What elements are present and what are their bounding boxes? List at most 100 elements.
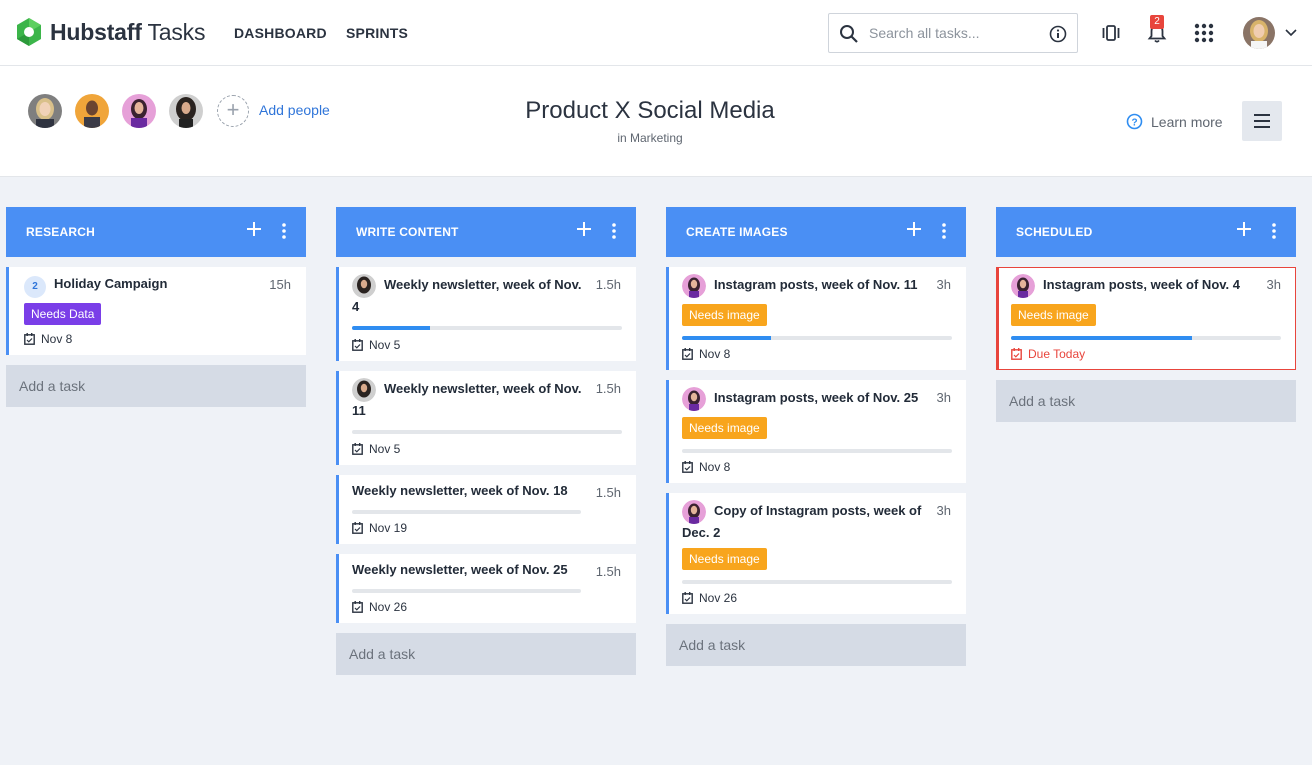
task-card-overdue[interactable]: Instagram posts, week of Nov. 4 3h Needs… xyxy=(996,267,1296,370)
svg-text:?: ? xyxy=(1131,117,1137,128)
task-progress-bar xyxy=(1011,336,1281,340)
due-date: Nov 26 xyxy=(352,600,407,614)
calendar-icon xyxy=(682,348,693,360)
task-title: Weekly newsletter, week of Nov. xyxy=(384,277,582,292)
due-date: Nov 19 xyxy=(352,521,407,535)
task-card[interactable]: 2 Holiday Campaign 15h Needs Data Nov 8 xyxy=(6,267,306,355)
column-options-icon[interactable] xyxy=(612,223,616,239)
member-avatar[interactable] xyxy=(28,94,62,128)
column-header: CREATE IMAGES xyxy=(666,207,966,257)
task-hours: 3h xyxy=(936,503,951,518)
task-title: Weekly newsletter, week of Nov. xyxy=(384,381,582,396)
project-subtitle: in Marketing xyxy=(617,131,683,145)
learn-more-link[interactable]: ? Learn more xyxy=(1126,113,1223,130)
apps-grid-icon[interactable] xyxy=(1194,23,1214,43)
task-tag[interactable]: Needs image xyxy=(1011,304,1096,326)
column-options-icon[interactable] xyxy=(1272,223,1276,239)
hubstaff-logo-icon xyxy=(17,18,41,46)
chevron-down-icon[interactable] xyxy=(1285,28,1297,38)
task-hours: 3h xyxy=(1266,277,1281,292)
add-task-plus-icon[interactable] xyxy=(1236,221,1252,237)
add-task-button[interactable]: Add a task xyxy=(666,624,966,666)
calendar-icon xyxy=(352,601,363,613)
project-title: Product X Social Media xyxy=(525,97,775,124)
task-progress-bar xyxy=(682,449,952,453)
due-date-label: Due Today xyxy=(1028,347,1086,361)
project-header: + Add people Product X Social Media in M… xyxy=(0,66,1312,177)
task-card[interactable]: Weekly newsletter, week of Nov. 18 1.5h … xyxy=(336,475,636,544)
task-title: Copy of Instagram posts, week of xyxy=(714,503,922,518)
task-title: Instagram posts, week of Nov. 4 xyxy=(1043,277,1240,292)
due-date-label: Nov 8 xyxy=(699,460,731,474)
task-hours: 15h xyxy=(269,277,291,292)
search-box xyxy=(828,13,1078,53)
add-task-button[interactable]: Add a task xyxy=(6,365,306,407)
due-date: Nov 8 xyxy=(24,332,72,346)
add-task-button[interactable]: Add a task xyxy=(336,633,636,675)
column-title: RESEARCH xyxy=(26,225,95,239)
subtask-count-badge: 2 xyxy=(24,276,46,298)
notification-count-badge: 2 xyxy=(1150,15,1164,29)
brand-product: Tasks xyxy=(147,18,206,45)
add-task-plus-icon[interactable] xyxy=(576,221,592,237)
add-member-icon[interactable]: + xyxy=(217,95,249,127)
assignee-avatar xyxy=(352,274,376,298)
task-card[interactable]: Weekly newsletter, week of Nov. 4 1.5h N… xyxy=(336,267,636,361)
assignee-avatar xyxy=(682,500,706,524)
task-progress-bar xyxy=(352,326,622,330)
due-date-label: Nov 26 xyxy=(369,600,408,614)
add-people-link[interactable]: Add people xyxy=(259,102,330,118)
due-date-label: Nov 5 xyxy=(369,338,401,352)
column-options-icon[interactable] xyxy=(282,223,286,239)
task-title: Holiday Campaign xyxy=(54,276,168,291)
nav-sprints[interactable]: SPRINTS xyxy=(346,25,409,41)
due-date: Nov 5 xyxy=(352,442,400,456)
hubstaff-logo[interactable]: Hubstaff Tasks xyxy=(14,17,205,47)
task-tag[interactable]: Needs image xyxy=(682,548,767,570)
due-date-label: Nov 5 xyxy=(369,442,401,456)
due-date-label: Nov 8 xyxy=(699,347,731,361)
user-avatar[interactable] xyxy=(1243,17,1275,49)
nav-dashboard[interactable]: DASHBOARD xyxy=(234,25,327,41)
learn-more-label: Learn more xyxy=(1151,113,1223,130)
member-avatar[interactable] xyxy=(169,94,203,128)
task-title: Weekly newsletter, week of Nov. 18 xyxy=(352,483,568,498)
task-card[interactable]: Instagram posts, week of Nov. 25 3h Need… xyxy=(666,380,966,483)
task-hours: 3h xyxy=(936,390,951,405)
task-card[interactable]: Weekly newsletter, week of Nov. 25 1.5h … xyxy=(336,554,636,623)
task-card[interactable]: Instagram posts, week of Nov. 11 3h Need… xyxy=(666,267,966,370)
calendar-alert-icon xyxy=(1011,348,1022,360)
task-tag[interactable]: Needs image xyxy=(682,304,767,326)
search-icon[interactable] xyxy=(839,24,859,44)
task-tag[interactable]: Needs image xyxy=(682,417,767,439)
calendar-icon xyxy=(682,461,693,473)
task-hours: 1.5h xyxy=(595,277,621,292)
task-title: Instagram posts, week of Nov. 25 xyxy=(714,390,919,405)
task-card[interactable]: Copy of Instagram posts, week of Dec. 2 … xyxy=(666,493,966,614)
info-icon[interactable] xyxy=(1049,25,1067,43)
member-avatar[interactable] xyxy=(75,94,109,128)
due-date-label: Nov 26 xyxy=(699,591,738,605)
task-title: Instagram posts, week of Nov. 11 xyxy=(714,277,918,292)
column-options-icon[interactable] xyxy=(942,223,946,239)
add-task-plus-icon[interactable] xyxy=(906,221,922,237)
task-title-continued: 11 xyxy=(352,403,366,418)
due-date: Nov 26 xyxy=(682,591,737,605)
add-task-plus-icon[interactable] xyxy=(246,221,262,237)
column-title: CREATE IMAGES xyxy=(686,225,788,239)
column-title: WRITE CONTENT xyxy=(356,225,459,239)
add-task-button[interactable]: Add a task xyxy=(996,380,1296,422)
column-title: SCHEDULED xyxy=(1016,225,1093,239)
due-date: Due Today xyxy=(1011,347,1085,361)
project-menu-button[interactable] xyxy=(1242,101,1282,141)
calendar-icon xyxy=(24,333,35,345)
due-date: Nov 5 xyxy=(352,338,400,352)
assignee-avatar xyxy=(682,274,706,298)
search-input[interactable] xyxy=(869,23,1039,43)
task-card[interactable]: Weekly newsletter, week of Nov. 11 1.5h … xyxy=(336,371,636,465)
timer-widget-icon[interactable] xyxy=(1101,23,1121,43)
task-progress-bar xyxy=(682,580,952,584)
task-tag[interactable]: Needs Data xyxy=(24,303,102,325)
member-avatar[interactable] xyxy=(122,94,156,128)
task-title-continued: Dec. 2 xyxy=(682,525,721,540)
